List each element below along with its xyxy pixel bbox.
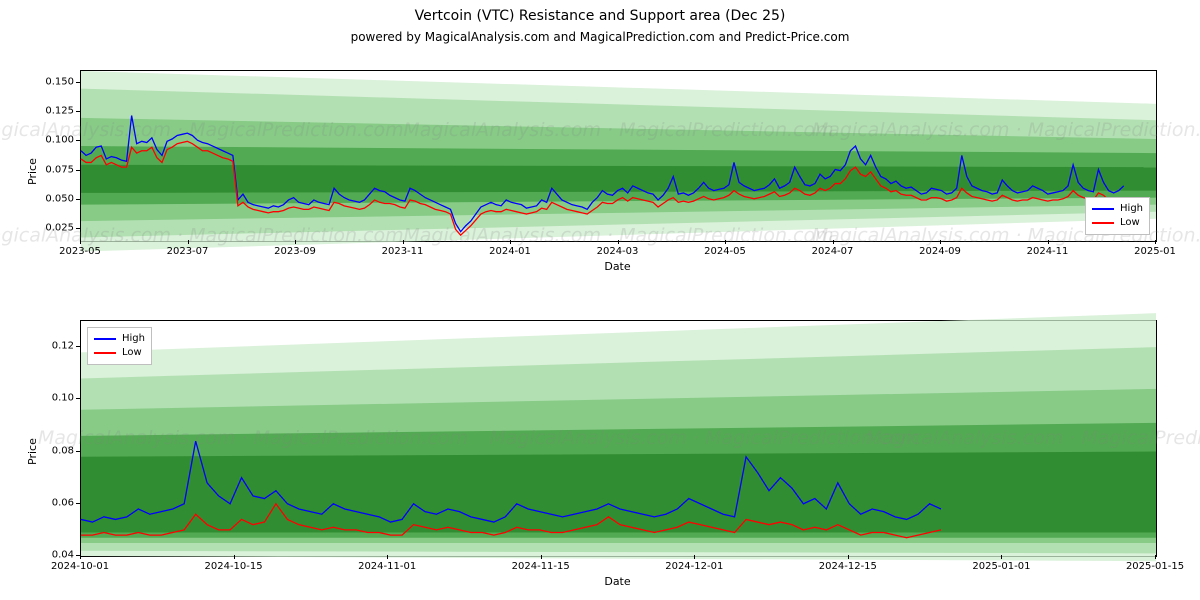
legend-row-low: Low bbox=[94, 346, 145, 360]
legend-row-high: High bbox=[1092, 202, 1143, 216]
svg-text:MagicalAnalysis.com · MagicalP: MagicalAnalysis.com · MagicalPrediction.… bbox=[812, 119, 1200, 141]
legend-swatch-high bbox=[94, 338, 116, 340]
xtick-label: 2024-11 bbox=[1027, 246, 1069, 257]
ytick-label: 0.100 bbox=[36, 135, 74, 146]
top-xlabel: Date bbox=[80, 260, 1155, 273]
xtick-label: 2023-11 bbox=[382, 246, 424, 257]
ytick-label: 0.025 bbox=[36, 223, 74, 234]
ytick-label: 0.12 bbox=[36, 341, 74, 352]
legend-label-high: High bbox=[1120, 202, 1143, 216]
xtick-label: 2024-10-01 bbox=[51, 561, 109, 572]
xtick-label: 2023-07 bbox=[167, 246, 209, 257]
xtick-label: 2025-01 bbox=[1134, 246, 1176, 257]
xtick-label: 2025-01-01 bbox=[972, 561, 1030, 572]
figure: Vertcoin (VTC) Resistance and Support ar… bbox=[0, 0, 1200, 600]
xtick-label: 2024-11-15 bbox=[512, 561, 570, 572]
top-chart-svg: MagicalAnalysis.com · MagicalPrediction.… bbox=[81, 71, 1156, 241]
xtick-label: 2024-07 bbox=[812, 246, 854, 257]
title: Vertcoin (VTC) Resistance and Support ar… bbox=[0, 8, 1200, 24]
ytick-label: 0.08 bbox=[36, 445, 74, 456]
bottom-xlabel: Date bbox=[80, 575, 1155, 588]
xtick-label: 2024-01 bbox=[489, 246, 531, 257]
xtick-label: 2024-03 bbox=[597, 246, 639, 257]
xtick-label: 2024-12-01 bbox=[665, 561, 723, 572]
ytick-label: 0.125 bbox=[36, 106, 74, 117]
xtick-label: 2023-05 bbox=[59, 246, 101, 257]
ytick-label: 0.06 bbox=[36, 497, 74, 508]
xtick-label: 2023-09 bbox=[274, 246, 316, 257]
legend-label-low: Low bbox=[1120, 216, 1140, 230]
bottom-chart-svg: MagicalAnalysis.com · MagicalPrediction.… bbox=[81, 321, 1156, 556]
svg-text:MagicalAnalysis.com · MagicalP: MagicalAnalysis.com · MagicalPrediction.… bbox=[403, 119, 833, 141]
legend-swatch-low bbox=[94, 352, 116, 354]
subtitle: powered by MagicalAnalysis.com and Magic… bbox=[0, 30, 1200, 44]
legend-label-high: High bbox=[122, 332, 145, 346]
xtick-label: 2024-09 bbox=[919, 246, 961, 257]
ytick-label: 0.150 bbox=[36, 76, 74, 87]
ytick-label: 0.050 bbox=[36, 193, 74, 204]
legend-swatch-low bbox=[1092, 222, 1114, 224]
xtick-label: 2025-01-15 bbox=[1126, 561, 1184, 572]
top-chart: MagicalAnalysis.com · MagicalPrediction.… bbox=[80, 70, 1157, 242]
ytick-label: 0.04 bbox=[36, 550, 74, 561]
ytick-label: 0.075 bbox=[36, 164, 74, 175]
svg-text:MagicalAnalysis.com · MagicalP: MagicalAnalysis.com · MagicalPrediction.… bbox=[38, 427, 468, 449]
svg-text:MagicalAnalysis.com · MagicalP: MagicalAnalysis.com · MagicalPrediction.… bbox=[866, 427, 1200, 449]
top-legend: High Low bbox=[1085, 197, 1150, 235]
xtick-label: 2024-11-01 bbox=[358, 561, 416, 572]
xtick-label: 2024-10-15 bbox=[205, 561, 263, 572]
legend-swatch-high bbox=[1092, 208, 1114, 210]
xtick-label: 2024-05 bbox=[704, 246, 746, 257]
svg-text:MagicalAnalysis.com · MagicalP: MagicalAnalysis.com · MagicalPrediction.… bbox=[489, 427, 919, 449]
legend-row-low: Low bbox=[1092, 216, 1143, 230]
legend-row-high: High bbox=[94, 332, 145, 346]
legend-label-low: Low bbox=[122, 346, 142, 360]
bottom-chart: MagicalAnalysis.com · MagicalPrediction.… bbox=[80, 320, 1157, 557]
bottom-legend: High Low bbox=[87, 327, 152, 365]
ytick-label: 0.10 bbox=[36, 393, 74, 404]
xtick-label: 2024-12-15 bbox=[819, 561, 877, 572]
